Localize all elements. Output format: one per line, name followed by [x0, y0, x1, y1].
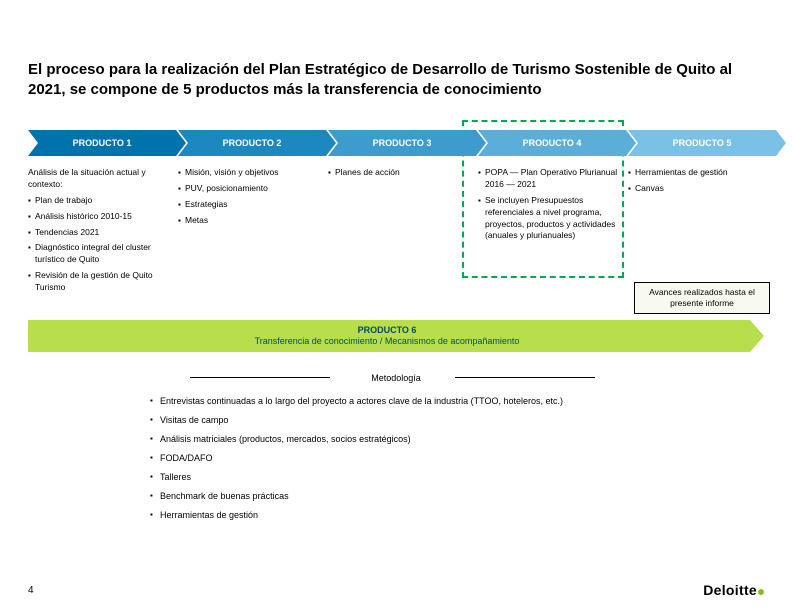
column-item: Misión, visión y objetivos	[178, 167, 326, 179]
column-item: Plan de trabajo	[28, 195, 176, 207]
product6-label: PRODUCTO 6	[358, 325, 417, 336]
column-item: Tendencias 2021	[28, 227, 176, 239]
page-title: El proceso para la realización del Plan …	[28, 60, 764, 101]
product-column-3: Planes de acción	[328, 165, 476, 298]
methodology-item: Talleres	[150, 472, 563, 482]
product-column-5: Herramientas de gestión Canvas	[628, 165, 776, 298]
column-item: Análisis histórico 2010-15	[28, 211, 176, 223]
product6-arrow: PRODUCTO 6 Transferencia de conocimiento…	[28, 320, 764, 352]
column-item: Diagnóstico integral del cluster turísti…	[28, 242, 176, 266]
methodology-item: Visitas de campo	[150, 415, 563, 425]
column-item: Revisión de la gestión de Quito Turismo	[28, 270, 176, 294]
methodology-item: Entrevistas continuadas a lo largo del p…	[150, 396, 563, 406]
methodology-list: Entrevistas continuadas a lo largo del p…	[150, 396, 563, 529]
product-columns: Análisis de la situación actual y contex…	[28, 165, 776, 298]
deloitte-logo: Deloitte	[703, 582, 764, 598]
column-item: PUV, posicionamiento	[178, 183, 326, 195]
column-item: Planes de acción	[328, 167, 476, 179]
product-arrow-3: PRODUCTO 3	[328, 130, 476, 156]
column-item: Herramientas de gestión	[628, 167, 776, 179]
product-arrows-row: PRODUCTO 1 PRODUCTO 2 PRODUCTO 3 PRODUCTO 4…	[28, 130, 776, 156]
methodology-item: Herramientas de gestión	[150, 510, 563, 520]
product-arrow-4: PRODUCTO 4	[478, 130, 626, 156]
page-number: 4	[28, 585, 34, 596]
legend-avances: Avances realizados hasta el presente inf…	[634, 282, 770, 314]
methodology-heading: Metodología	[0, 373, 792, 383]
product6-subtitle: Transferencia de conocimiento / Mecanism…	[255, 336, 520, 347]
product-arrow-label: PRODUCTO 1	[73, 138, 132, 148]
product-column-1: Análisis de la situación actual y contex…	[28, 165, 176, 298]
product-arrow-5: PRODUCTO 5	[628, 130, 776, 156]
methodology-item: Benchmark de buenas prácticas	[150, 491, 563, 501]
product-arrow-label: PRODUCTO 5	[673, 138, 732, 148]
product-column-4: POPA — Plan Operativo Plurianual 2016 — …	[478, 165, 626, 298]
column-item: Canvas	[628, 183, 776, 195]
methodology-item: Análisis matriciales (productos, mercado…	[150, 434, 563, 444]
product-arrow-label: PRODUCTO 2	[223, 138, 282, 148]
product-arrow-label: PRODUCTO 3	[373, 138, 432, 148]
methodology-line-right	[455, 377, 595, 378]
column-item: Se incluyen Presupuestos referenciales a…	[478, 195, 626, 243]
product-arrow-1: PRODUCTO 1	[28, 130, 176, 156]
column-item: Metas	[178, 215, 326, 227]
methodology-line-left	[190, 377, 330, 378]
product-arrow-2: PRODUCTO 2	[178, 130, 326, 156]
column-item: Estrategias	[178, 199, 326, 211]
methodology-item: FODA/DAFO	[150, 453, 563, 463]
column-item: POPA — Plan Operativo Plurianual 2016 — …	[478, 167, 626, 191]
product-column-2: Misión, visión y objetivos PUV, posiciona…	[178, 165, 326, 298]
column-lead: Análisis de la situación actual y contex…	[28, 167, 176, 191]
product-arrow-label: PRODUCTO 4	[523, 138, 582, 148]
